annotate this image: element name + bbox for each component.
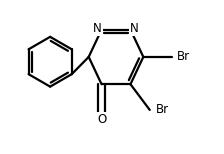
Text: N: N xyxy=(130,22,139,35)
Text: O: O xyxy=(97,113,106,126)
Text: Br: Br xyxy=(177,50,190,63)
Text: N: N xyxy=(93,22,102,35)
Text: Br: Br xyxy=(156,103,169,116)
